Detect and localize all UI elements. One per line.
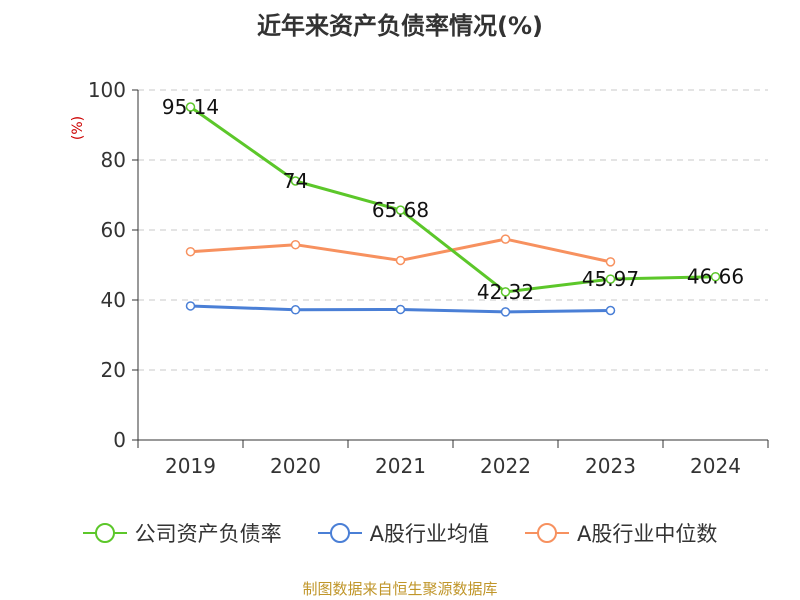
legend-item: A股行业中位数 [525,518,717,548]
axes: 0 20 40 60 80 100 2019 2020 2021 2022 2023 2024 [88,78,769,478]
data-point [185,246,196,257]
data-point [290,305,301,315]
x-tick-label: 2022 [480,454,531,478]
series-lines [185,102,721,317]
legend-swatch-icon [317,523,362,543]
legend-item: 公司资产负债率 [82,518,282,548]
data-point [185,301,196,311]
y-tick-label: 60 [101,218,126,242]
x-tick-label: 2020 [270,454,321,478]
y-tick-label: 80 [101,148,126,172]
data-point [185,102,196,112]
data-point [500,287,511,297]
grid-lines [138,89,768,371]
data-point [605,257,616,267]
data-point [395,255,406,266]
data-point [710,271,721,282]
x-tick-label: 2024 [690,454,741,478]
data-labels: 95.14 74 65.68 42.32 45.97 46.66 [162,95,744,304]
y-tick-label: 20 [101,358,126,382]
chart-title: 近年来资产负债率情况(%) [257,12,543,40]
y-axis-unit-label: (%) [70,116,86,140]
y-tick-label: 40 [101,288,126,312]
data-label: 46.66 [687,265,744,289]
data-point [605,274,616,284]
data-label: 42.32 [477,280,534,304]
data-point [290,176,301,186]
data-label: 65.68 [372,198,429,222]
data-point [500,234,511,244]
data-point [605,305,616,316]
data-label: 45.97 [582,267,639,291]
x-tick-label: 2023 [585,454,636,478]
legend: 公司资产负债率 A股行业均值 A股行业中位数 [0,518,800,548]
legend-swatch-icon [525,523,569,543]
y-tick-label: 100 [88,78,126,102]
x-tick-label: 2019 [165,454,216,478]
y-tick-label: 0 [113,428,126,452]
legend-swatch-icon [82,523,127,543]
data-point [290,239,301,250]
x-tick-label: 2021 [375,454,426,478]
legend-item: A股行业均值 [317,518,489,548]
legend-label: A股行业均值 [369,522,489,546]
data-point [395,304,406,315]
legend-label: A股行业中位数 [577,522,718,546]
data-label: 74 [283,169,308,193]
data-point [500,307,511,317]
legend-label: 公司资产负债率 [134,522,282,546]
source-note: 制图数据来自恒生聚源数据库 [302,580,498,598]
data-point [395,205,406,215]
series-line [189,105,716,294]
data-label: 95.14 [162,95,219,119]
